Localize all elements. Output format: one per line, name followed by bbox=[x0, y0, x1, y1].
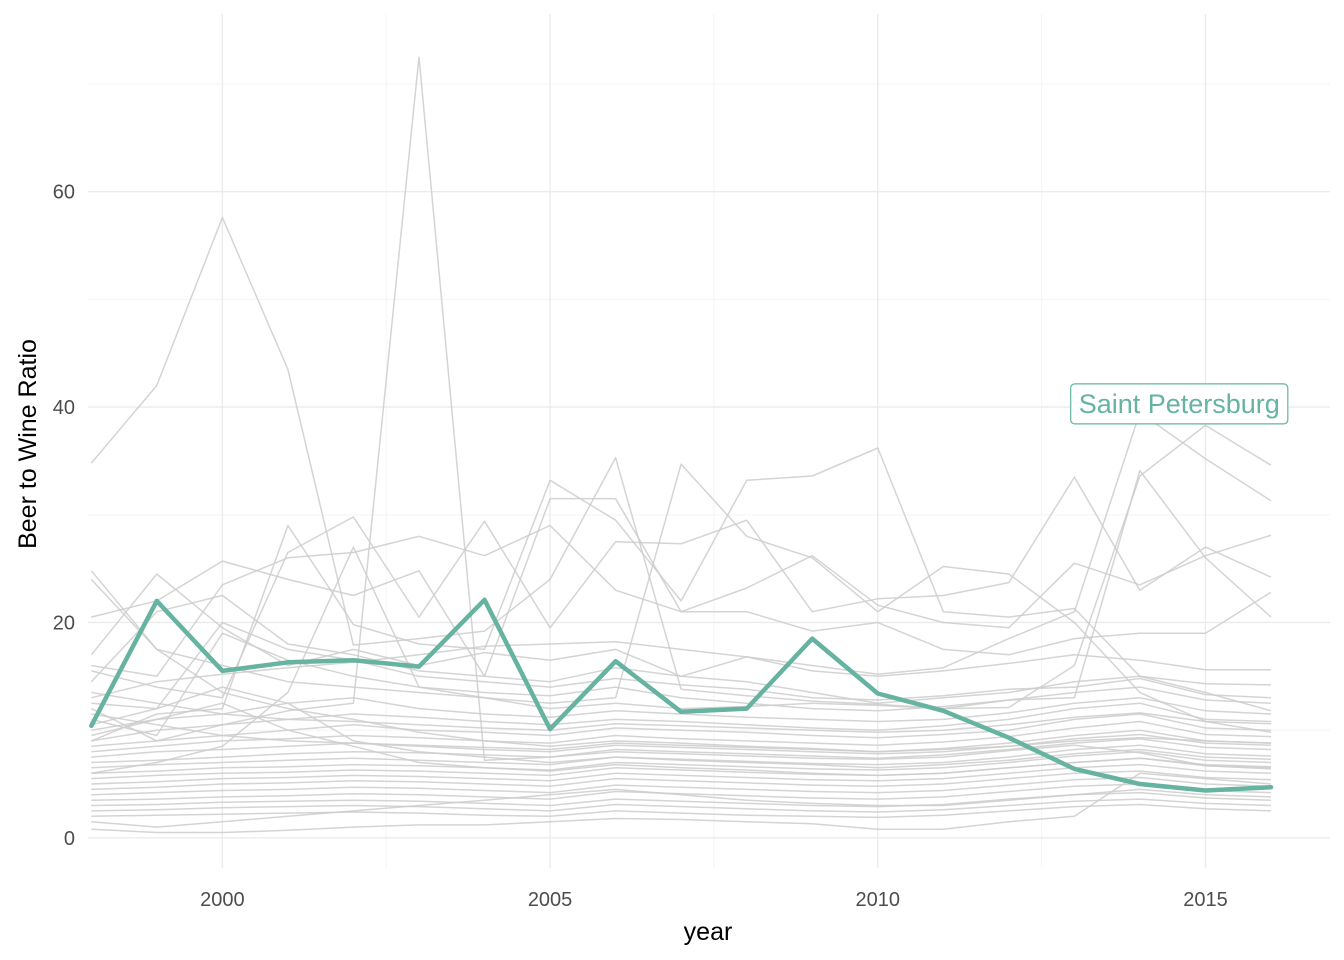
y-tick-label: 20 bbox=[53, 612, 75, 634]
context-series-line bbox=[91, 738, 1272, 764]
x-tick-label: 2010 bbox=[856, 889, 901, 911]
context-series-line bbox=[90, 594, 1272, 704]
context-series-line bbox=[91, 476, 1272, 699]
highlight-series-line bbox=[89, 597, 1274, 793]
callout-box bbox=[1070, 383, 1289, 425]
context-series-line bbox=[91, 783, 1272, 801]
saint-petersburg-line bbox=[89, 597, 1274, 793]
context-series-line bbox=[91, 750, 1272, 774]
context-series-line bbox=[91, 803, 1272, 819]
context-series-line bbox=[91, 713, 1272, 755]
y-tick-label: 40 bbox=[53, 397, 75, 419]
callout-label: Saint Petersburg bbox=[1079, 389, 1280, 419]
context-series-line bbox=[90, 56, 1272, 770]
context-series-line bbox=[91, 621, 1272, 710]
context-series-line bbox=[91, 469, 1272, 774]
context-series-line bbox=[91, 686, 1272, 769]
context-series-line bbox=[91, 772, 1272, 834]
x-tick-label: 2005 bbox=[528, 889, 573, 911]
context-series-line bbox=[91, 702, 1272, 777]
y-axis-tick-labels: 0 20 40 60 bbox=[53, 182, 75, 850]
context-series-line bbox=[91, 720, 1272, 753]
context-series-line bbox=[91, 744, 1272, 769]
series-callout: Saint Petersburg bbox=[1070, 383, 1289, 425]
context-series-line bbox=[91, 691, 1272, 734]
context-series-line bbox=[91, 447, 1272, 742]
y-tick-label: 60 bbox=[53, 182, 75, 204]
y-axis-title: Beer to Wine Ratio bbox=[14, 339, 42, 549]
x-axis-title: year bbox=[684, 918, 733, 946]
x-tick-label: 2000 bbox=[200, 889, 245, 911]
context-series-line bbox=[91, 770, 1272, 791]
context-series-line bbox=[91, 524, 1272, 678]
context-series-line bbox=[91, 798, 1272, 813]
context-series-line bbox=[90, 216, 1272, 710]
context-series-line bbox=[91, 776, 1272, 796]
context-series-line bbox=[90, 570, 1272, 753]
context-series-line bbox=[91, 729, 1272, 758]
y-tick-label: 0 bbox=[64, 828, 75, 850]
context-series-line bbox=[90, 463, 1272, 734]
x-tick-label: 2015 bbox=[1183, 889, 1228, 911]
context-series-line bbox=[91, 411, 1272, 699]
context-series-line bbox=[91, 788, 1272, 828]
x-axis-tick-labels: 2000 2005 2010 2015 bbox=[200, 889, 1228, 911]
